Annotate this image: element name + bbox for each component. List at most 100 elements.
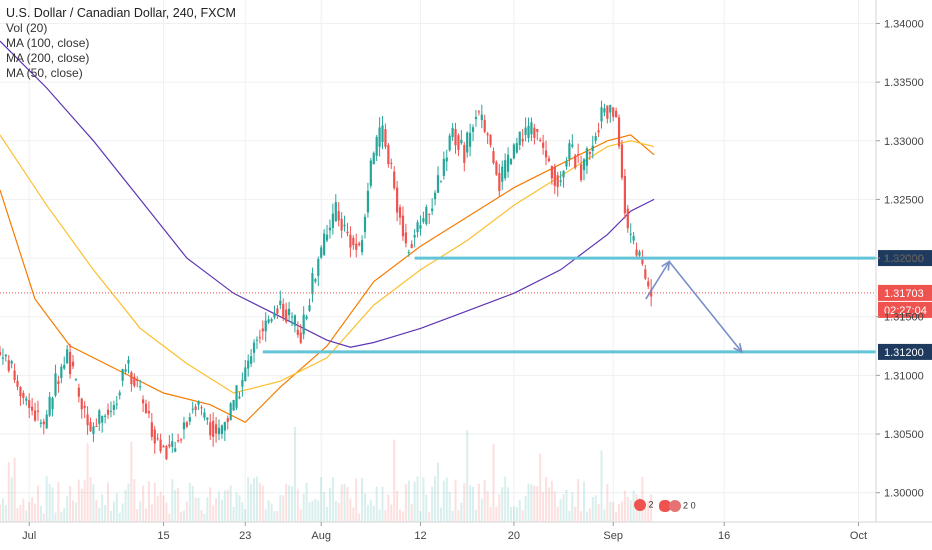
volume-bar: [270, 503, 273, 522]
volume-bar: [39, 505, 42, 522]
candle-body: [544, 150, 548, 158]
volume-bar: [618, 504, 621, 522]
candle-body: [282, 304, 285, 319]
volume-bar: [291, 486, 293, 522]
volume-bar: [66, 495, 69, 522]
volume-bar: [63, 507, 66, 522]
candle-body: [112, 405, 115, 410]
volume-bar: [302, 493, 305, 522]
volume-bar: [510, 507, 512, 522]
volume-bar: [107, 482, 110, 522]
volume-bar: [483, 480, 486, 522]
volume-bar: [185, 501, 188, 522]
volume-bar: [215, 498, 218, 522]
candle-body: [320, 247, 323, 258]
legend-ma50[interactable]: MA (50, close): [6, 66, 83, 80]
legend-vol[interactable]: Vol (20): [6, 21, 48, 35]
candle-body: [498, 173, 501, 192]
volume-bar: [591, 496, 594, 522]
candle-body: [325, 234, 329, 241]
price-tick-label: 1.33000: [884, 136, 924, 148]
candle-body: [273, 312, 276, 318]
volume-bar: [162, 495, 165, 522]
time-axis[interactable]: Jul 15 23 Aug 12 20 Sep 16 Oct: [0, 521, 932, 542]
price-tick-label: 1.34000: [884, 18, 924, 30]
volume-bar: [562, 494, 565, 522]
volume-bar: [165, 502, 168, 522]
candle-body: [641, 258, 644, 264]
candle-body: [626, 208, 629, 229]
volume-bar: [571, 492, 574, 522]
projection-arrow[interactable]: [645, 260, 743, 354]
candle-body: [369, 160, 372, 186]
candle-body: [314, 279, 317, 282]
earnings-flag-icon[interactable]: 2: [634, 499, 654, 511]
volume-bar: [36, 485, 39, 522]
candle-body: [162, 445, 165, 448]
volume-bar: [527, 483, 530, 522]
volume-bar: [486, 491, 489, 522]
time-tick-label: 23: [239, 530, 251, 542]
current-price-label: 1.31703: [884, 288, 924, 300]
volume-bar: [606, 484, 609, 522]
volume-bar: [212, 505, 215, 522]
time-tick-label: Sep: [603, 530, 623, 542]
volume-bar: [381, 486, 384, 522]
candle-body: [442, 158, 445, 176]
candle-body: [384, 129, 387, 147]
volume-bar: [159, 491, 162, 522]
legend-ma100[interactable]: MA (100, close): [6, 36, 90, 50]
volume-bar: [206, 497, 209, 522]
candle-body: [229, 403, 232, 421]
volume-bar: [188, 482, 191, 522]
volume-bar: [95, 499, 98, 522]
volume-bar: [267, 500, 270, 522]
candle-body: [644, 269, 647, 279]
volume-bar: [340, 484, 343, 522]
volume-bar: [603, 509, 606, 522]
candle-body: [244, 367, 247, 382]
volume-bar: [320, 477, 323, 522]
volume-bar: [147, 481, 150, 522]
volume-bar: [124, 490, 127, 522]
volume-bar: [156, 495, 159, 522]
candle-body: [343, 224, 346, 227]
candle-body: [261, 328, 264, 332]
candle-body: [436, 175, 440, 193]
candle-body: [153, 429, 156, 444]
volume-bar: [13, 457, 16, 522]
candle-body: [638, 251, 641, 256]
candle-body: [451, 128, 454, 138]
horizontal-levels[interactable]: 1.32000 1.31200: [0, 250, 932, 360]
volume-bar: [77, 479, 80, 522]
volume-bar: [31, 497, 34, 522]
candle-body: [617, 117, 621, 147]
candle-body: [177, 440, 180, 442]
volume-bar: [644, 503, 647, 522]
volume-bar: [515, 507, 518, 522]
volume-bar: [594, 495, 597, 522]
candle-body: [109, 410, 113, 412]
time-tick-label: 12: [414, 530, 426, 542]
symbol-title[interactable]: U.S. Dollar / Canadian Dollar, 240, FXCM: [6, 6, 236, 20]
canada-flag-icon[interactable]: 2 0: [658, 499, 696, 513]
legend-ma200[interactable]: MA (200, close): [6, 51, 90, 65]
candle-body: [448, 135, 451, 151]
candle-body: [410, 243, 413, 249]
volume-bar: [448, 491, 451, 522]
price-tick-label: 1.32500: [884, 194, 924, 206]
volume-bar: [261, 485, 264, 522]
candle-body: [518, 131, 521, 146]
candle-body: [539, 139, 542, 141]
candle-body: [36, 410, 40, 412]
volume-bar: [311, 500, 314, 522]
price-axis[interactable]: 1.31703 02:27:04 1.34000 1.33500 1.33000 1.32…: [875, 0, 932, 522]
candle-body: [182, 422, 186, 430]
candle-body: [42, 421, 45, 425]
candle-body: [101, 415, 104, 423]
candle-body: [133, 376, 136, 386]
candle-body: [612, 107, 615, 117]
volume-bar: [139, 501, 142, 522]
volume-bar: [194, 497, 197, 522]
